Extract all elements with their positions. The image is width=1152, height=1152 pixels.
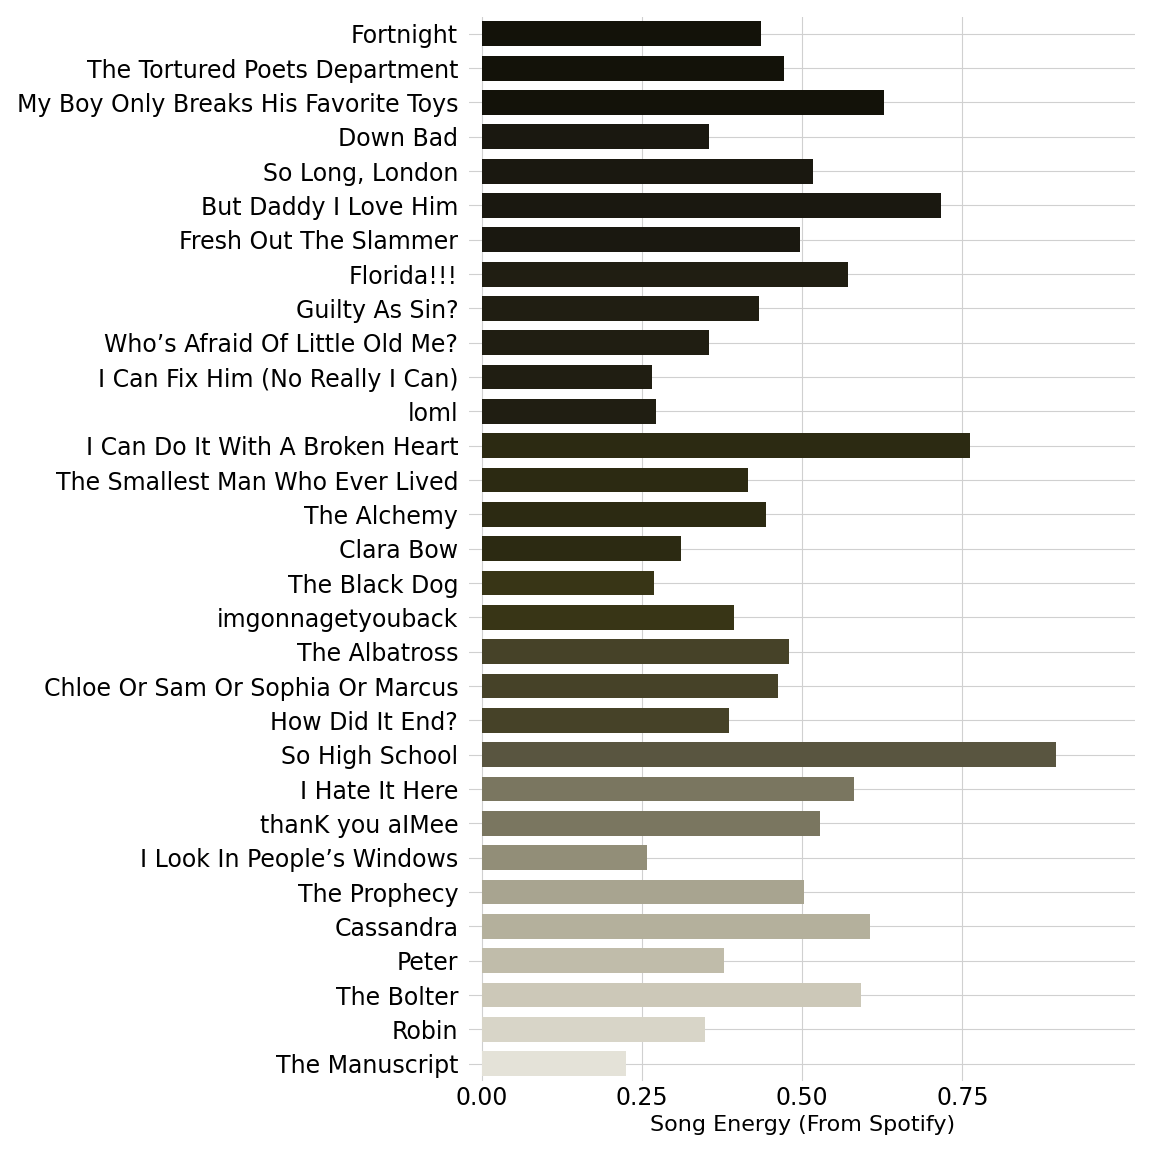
Bar [482,399,657,424]
Bar [482,502,766,526]
Bar [482,570,653,596]
Bar [482,331,710,355]
Bar [482,90,885,115]
Bar [482,296,759,321]
Bar [482,1017,705,1041]
Bar [482,914,870,939]
Bar [482,880,804,904]
Bar [482,262,848,287]
Bar [482,708,729,733]
Bar [482,22,760,46]
Bar [482,433,970,458]
Bar [482,948,725,973]
Bar [482,1052,627,1076]
Bar [482,811,819,836]
Bar [482,194,941,218]
Bar [482,55,783,81]
X-axis label: Song Energy (From Spotify): Song Energy (From Spotify) [650,1115,955,1136]
Bar [482,227,799,252]
Bar [482,983,861,1008]
Bar [482,846,647,870]
Bar [482,674,778,698]
Bar [482,365,652,389]
Bar [482,742,1056,767]
Bar [482,124,708,149]
Bar [482,639,789,665]
Bar [482,159,812,183]
Bar [482,605,735,630]
Bar [482,776,854,802]
Bar [482,468,748,493]
Bar [482,537,681,561]
